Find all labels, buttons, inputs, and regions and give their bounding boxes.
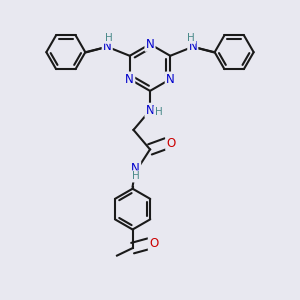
Text: N: N — [125, 73, 134, 86]
Text: N: N — [146, 104, 154, 117]
Text: N: N — [131, 161, 140, 175]
Text: H: H — [154, 107, 162, 117]
Text: N: N — [166, 73, 175, 86]
Text: N: N — [146, 38, 154, 51]
Text: H: H — [105, 33, 112, 43]
Text: H: H — [188, 33, 195, 43]
Text: O: O — [167, 137, 176, 150]
Text: H: H — [132, 171, 140, 182]
Text: O: O — [149, 237, 158, 250]
Text: N: N — [103, 40, 112, 53]
Text: N: N — [188, 40, 197, 53]
